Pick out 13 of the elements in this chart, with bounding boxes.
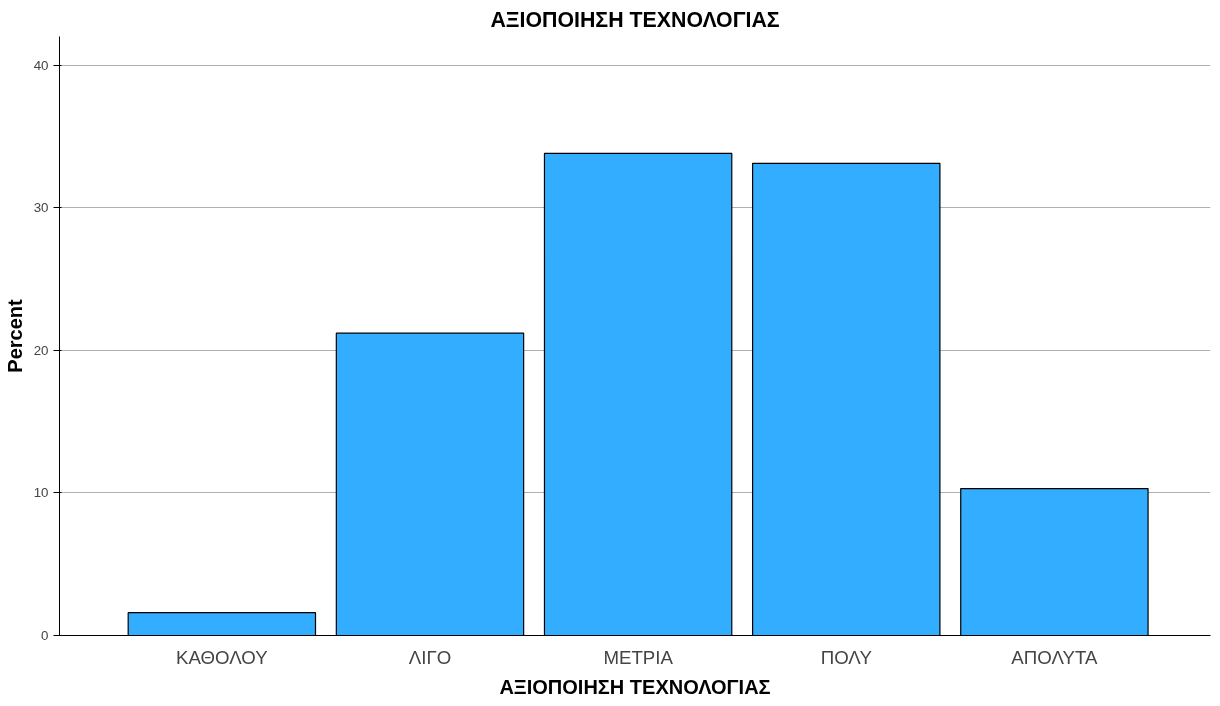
y-tick-label: 40 bbox=[33, 57, 49, 73]
y-tick-label: 0 bbox=[41, 628, 49, 643]
chart-title: ΑΞΙΟΠΟΙΗΣΗ ΤΕΧΝΟΛΟΓΙΑΣ bbox=[490, 7, 780, 32]
x-axis-title: ΑΞΙΟΠΟΙΗΣΗ ΤΕΧΝΟΛΟΓΙΑΣ bbox=[499, 675, 771, 698]
y-axis-title: Percent bbox=[3, 298, 26, 373]
x-tick-label: ΑΠΟΛΥΤΑ bbox=[1011, 646, 1098, 668]
y-tick-label: 10 bbox=[33, 485, 49, 501]
x-tick-label: ΜΕΤΡΙΑ bbox=[603, 646, 674, 668]
y-tick-label: 20 bbox=[33, 342, 49, 358]
x-tick-label: ΠΟΛΥ bbox=[820, 646, 873, 668]
x-tick-label: ΚΑΘΟΛΟΥ bbox=[176, 646, 269, 668]
x-tick-label: ΛΙΓΟ bbox=[408, 646, 452, 668]
y-tick-label: 30 bbox=[33, 200, 49, 216]
